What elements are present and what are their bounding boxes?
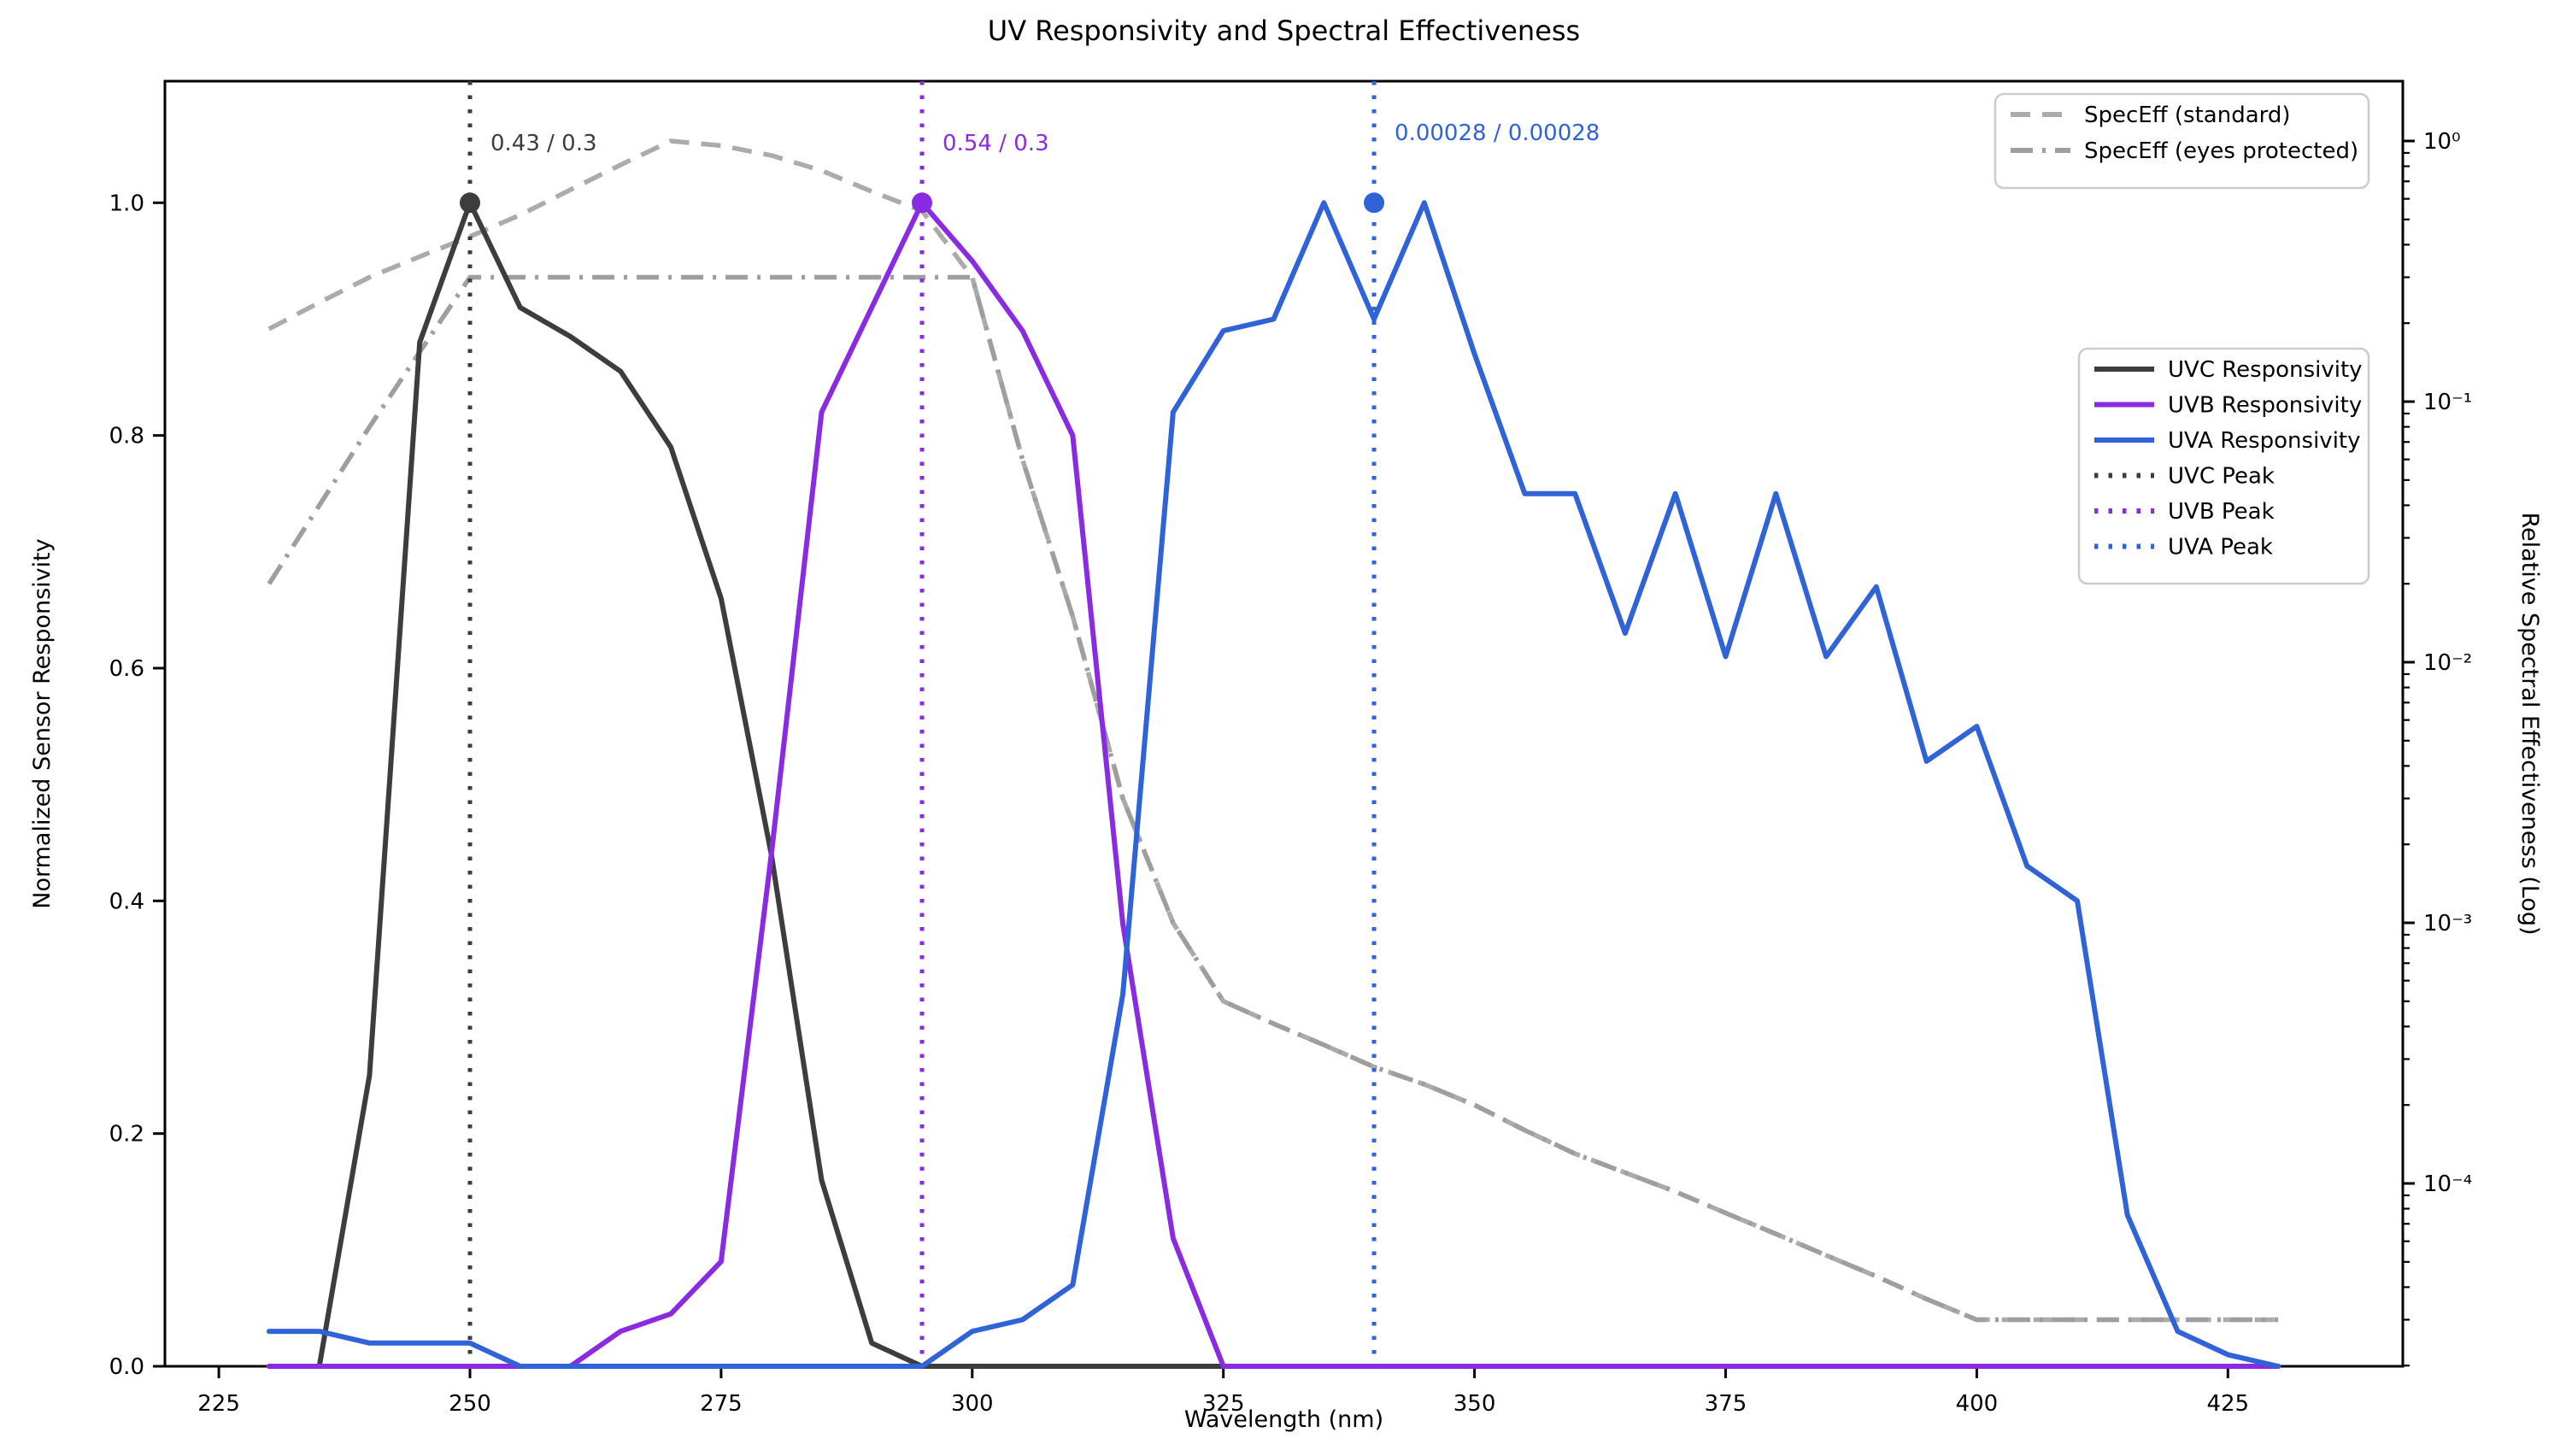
y-axis-label-right: Relative Spectral Effectiveness (Log) xyxy=(2516,512,2543,935)
legend-label: SpecEff (standard) xyxy=(2084,103,2291,128)
x-tick-label: 375 xyxy=(1705,1391,1747,1417)
legend-label: SpecEff (eyes protected) xyxy=(2084,138,2358,164)
y-left-tick-label: 0.2 xyxy=(109,1122,144,1148)
legend-label: UVB Peak xyxy=(2168,499,2275,525)
y-right-tick-label: 10⁻³ xyxy=(2423,911,2472,936)
legend-speceff-box xyxy=(1994,92,2370,190)
x-tick-label: 225 xyxy=(197,1391,240,1417)
legend-label: UVA Peak xyxy=(2168,535,2273,561)
uvb-peak-marker xyxy=(912,192,933,214)
y-left-tick-label: 0.8 xyxy=(109,424,144,449)
legend-speceff: SpecEff (standard) SpecEff (eyes protecte… xyxy=(1994,92,2370,190)
responsivity-series xyxy=(266,200,2281,1369)
y-right-tick-label: 10⁰ xyxy=(2423,129,2461,155)
x-axis-label: Wavelength (nm) xyxy=(1184,1406,1383,1433)
y-right-tick-label: 10⁻¹ xyxy=(2423,390,2472,415)
series-uva-responsivity xyxy=(266,200,2281,1369)
x-tick-label: 400 xyxy=(1956,1391,1999,1417)
legend-responsivity: UVC Responsivity UVB Responsivity UVA Resp… xyxy=(2077,347,2370,585)
uva-peak-marker xyxy=(1364,192,1385,214)
x-tick-label: 325 xyxy=(1202,1391,1245,1417)
y-right-tick-label: 10⁻⁴ xyxy=(2423,1171,2472,1197)
y-left-tick-label: 0.6 xyxy=(109,656,144,682)
x-tick-label: 425 xyxy=(2206,1391,2249,1417)
peak-annotation: 0.00028 / 0.00028 xyxy=(1395,120,1600,146)
series-uvc-responsivity xyxy=(266,200,2281,1369)
y-left-tick-label: 0.4 xyxy=(109,889,144,914)
y-axis-label-left: Normalized Sensor Responsivity xyxy=(29,538,56,908)
series-uvb-responsivity xyxy=(266,200,2281,1369)
peak-lines xyxy=(467,81,1377,1366)
chart-title: UV Responsivity and Spectral Effectivene… xyxy=(988,15,1580,47)
uvc-peak-marker xyxy=(460,192,480,214)
axis-ticks: 225 250 275 300 325 350 375 400 425 0.0 0.2 0.4 0.6 0… xyxy=(109,129,2473,1417)
axes-frame xyxy=(163,79,2405,1368)
peak-annotation: 0.43 / 0.3 xyxy=(490,131,597,156)
legend-label: UVA Responsivity xyxy=(2168,428,2361,454)
y-left-tick-label: 0.0 xyxy=(109,1354,144,1380)
y-left-tick-label: 1.0 xyxy=(109,191,144,216)
legend-responsivity-box xyxy=(2077,347,2370,585)
x-tick-label: 300 xyxy=(951,1391,994,1417)
speceff-series xyxy=(267,138,2279,1323)
legend-label: UVC Responsivity xyxy=(2168,357,2363,383)
y-right-tick-label: 10⁻² xyxy=(2423,650,2472,676)
legend-label: UVC Peak xyxy=(2168,464,2275,490)
series-speceff-eyes-protected- xyxy=(267,274,2279,1323)
peak-annotation: 0.54 / 0.3 xyxy=(942,131,1049,156)
x-tick-label: 350 xyxy=(1453,1391,1496,1417)
x-tick-label: 275 xyxy=(700,1391,743,1417)
x-tick-label: 250 xyxy=(449,1391,491,1417)
legend-label: UVB Responsivity xyxy=(2168,393,2362,419)
